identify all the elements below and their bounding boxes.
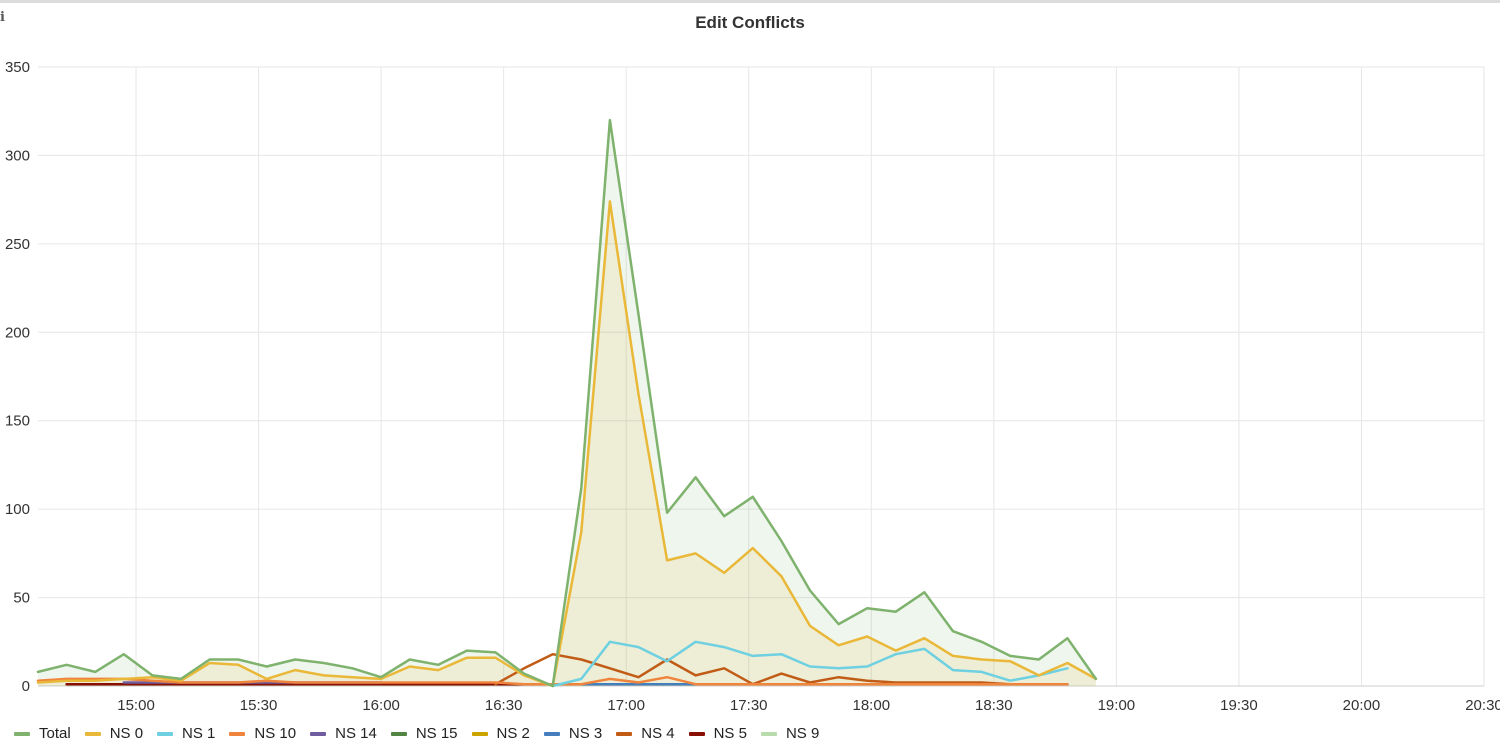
legend-label: NS 14 — [335, 725, 377, 742]
legend-swatch — [471, 731, 488, 736]
series-line-ns-0 — [36, 200, 1098, 688]
chart-title: Edit Conflicts — [695, 13, 805, 32]
x-tick-label: 19:00 — [1098, 697, 1136, 714]
x-tick-label: 19:30 — [1220, 697, 1258, 714]
legend-swatch — [390, 731, 407, 736]
panel-top-border — [0, 0, 1500, 3]
legend-item-ns-9[interactable]: NS 9 — [760, 725, 820, 742]
legend-label: NS 0 — [109, 725, 144, 742]
x-tick-label: 17:00 — [607, 697, 645, 714]
legend-swatch — [229, 731, 246, 736]
legend-label: NS 3 — [568, 725, 603, 742]
info-icon[interactable]: i — [0, 10, 5, 25]
legend-label: NS 9 — [785, 725, 820, 742]
legend-swatch — [157, 731, 174, 736]
series-area-total — [38, 120, 1096, 687]
legend-item-ns-4[interactable]: NS 4 — [616, 725, 675, 742]
y-tick-label: 0 — [22, 678, 30, 695]
legend-swatch — [688, 731, 705, 736]
y-tick-label: 50 — [13, 590, 30, 607]
x-tick-label: 18:30 — [975, 697, 1013, 714]
x-tick-label: 16:30 — [485, 697, 523, 714]
legend-label: NS 4 — [641, 725, 675, 742]
legend-swatch — [84, 731, 101, 736]
x-tick-label: 15:00 — [117, 697, 155, 714]
x-tick-label: 15:30 — [240, 697, 278, 714]
legend-label: NS 15 — [415, 725, 458, 742]
y-tick-label: 100 — [5, 501, 30, 518]
x-tick-label: 17:30 — [730, 697, 768, 714]
legend-item-ns-1[interactable]: NS 1 — [157, 725, 215, 742]
y-tick-label: 300 — [5, 147, 30, 164]
chart-legend: Total NS 0 NS 1 NS 10 NS 14 NS 15 NS 2 NS 3 NS 4… — [14, 725, 833, 742]
legend-item-ns-3[interactable]: NS 3 — [543, 725, 603, 742]
legend-item-ns-2[interactable]: NS 2 — [471, 725, 530, 742]
legend-label: Total — [39, 725, 71, 742]
y-tick-label: 200 — [5, 324, 30, 341]
legend-swatch — [616, 731, 633, 736]
series-line-total — [36, 118, 1098, 688]
legend-label: NS 1 — [182, 725, 216, 742]
legend-item-ns-15[interactable]: NS 15 — [390, 725, 458, 742]
legend-swatch — [543, 731, 560, 736]
legend-label: NS 5 — [713, 725, 747, 742]
legend-item-ns-10[interactable]: NS 10 — [229, 725, 296, 742]
legend-swatch — [14, 731, 30, 736]
x-tick-label: 20:00 — [1343, 697, 1381, 714]
x-tick-label: 20:30 — [1465, 697, 1500, 714]
legend-label: NS 10 — [254, 725, 297, 742]
legend-item-ns-0[interactable]: NS 0 — [84, 725, 144, 742]
x-tick-label: 16:00 — [362, 697, 400, 714]
legend-item-ns-14[interactable]: NS 14 — [310, 725, 377, 742]
legend-label: NS 2 — [496, 725, 530, 742]
y-tick-label: 250 — [5, 236, 30, 253]
series-line-ns-1 — [551, 640, 1069, 688]
legend-item-ns-5[interactable]: NS 5 — [688, 725, 747, 742]
legend-item-total[interactable]: Total — [14, 725, 71, 742]
y-tick-label: 150 — [5, 413, 30, 430]
series-line-ns-4 — [494, 652, 1069, 686]
y-tick-label: 350 — [5, 59, 30, 76]
legend-swatch — [310, 731, 327, 736]
legend-swatch — [760, 731, 777, 736]
x-tick-label: 18:00 — [853, 697, 891, 714]
